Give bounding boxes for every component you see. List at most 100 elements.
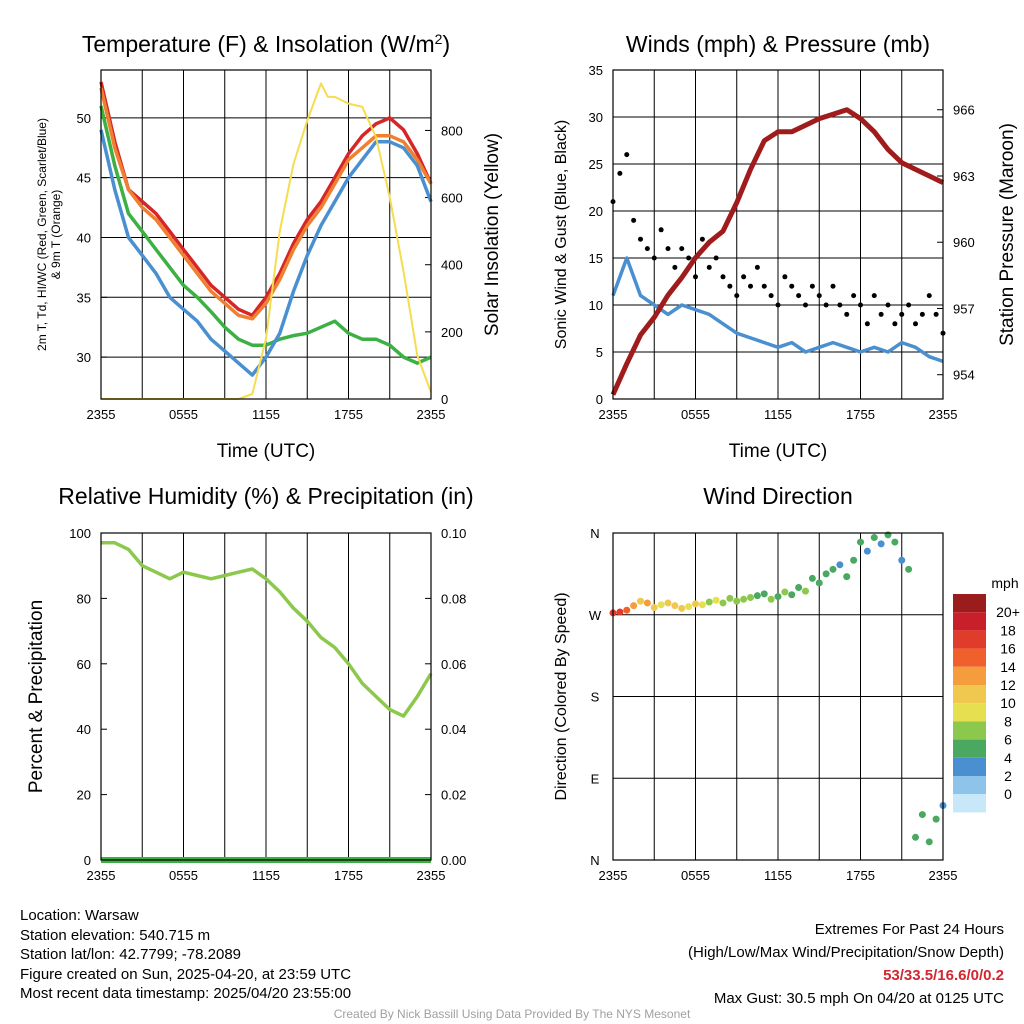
gust-point xyxy=(851,293,857,299)
gust-point xyxy=(858,302,863,308)
direction-point xyxy=(912,833,919,841)
y-tick-label: 100 xyxy=(69,526,91,541)
gust-point xyxy=(727,283,733,289)
chart-title: Winds (mph) & Pressure (mb) xyxy=(626,31,930,57)
y2-axis-label: Station Pressure (Maroon) xyxy=(997,123,1018,346)
legend-label: 2 xyxy=(1004,768,1012,784)
direction-point xyxy=(815,579,823,587)
gust-point xyxy=(899,311,905,317)
x-tick-label: 2355 xyxy=(929,407,958,422)
direction-point xyxy=(705,598,713,606)
direction-point xyxy=(637,597,644,605)
series-line-rh xyxy=(101,541,433,718)
y-axis-label: Percent & Precipitation xyxy=(26,600,47,793)
legend-label: 0 xyxy=(1004,786,1012,802)
y2-tick-label: 963 xyxy=(953,169,975,184)
direction-point xyxy=(774,593,782,601)
direction-point xyxy=(870,534,878,542)
speed-legend: mph 20+ 18 16 14 12 10 8 6 4 2 0 xyxy=(953,575,1020,813)
y-tick-label: 25 xyxy=(589,157,603,172)
direction-point xyxy=(863,547,871,555)
y-tick-label: N xyxy=(590,853,599,868)
gust-point xyxy=(933,311,939,317)
location-text: Location: Warsaw xyxy=(20,907,139,924)
legend-swatch xyxy=(953,739,986,758)
y-tick-label: 35 xyxy=(589,63,603,78)
direction-point xyxy=(664,599,672,607)
extremes-subtitle: (High/Low/Max Wind/Precipitation/Snow De… xyxy=(688,944,1004,961)
y-tick-label: S xyxy=(591,690,600,705)
gust-point xyxy=(809,283,815,289)
gust-point xyxy=(864,321,870,327)
gust-point xyxy=(699,236,705,242)
gust-point xyxy=(823,302,829,308)
gust-point xyxy=(816,293,822,299)
direction-point xyxy=(623,606,631,614)
legend-label: 14 xyxy=(1000,659,1016,675)
legend-label: 4 xyxy=(1004,750,1012,766)
y-tick-label: 60 xyxy=(77,657,91,672)
gust-point xyxy=(638,236,643,242)
gust-point xyxy=(624,152,630,158)
y2-tick-label: 200 xyxy=(441,325,463,340)
y-tick-label: 15 xyxy=(589,251,603,266)
gust-point xyxy=(658,227,664,233)
gust-point xyxy=(734,293,740,299)
x-tick-label: 2355 xyxy=(929,868,958,883)
y2-tick-label: 960 xyxy=(953,235,975,250)
series-line-td xyxy=(99,105,432,365)
y2-tick-label: 0.02 xyxy=(441,788,466,803)
legend-label: 20+ xyxy=(996,604,1020,620)
y-tick-label: W xyxy=(589,608,602,623)
plot-frame xyxy=(100,69,432,400)
direction-point xyxy=(650,603,658,611)
x-tick-label: 2355 xyxy=(87,407,116,422)
x-axis-label: Time (UTC) xyxy=(729,441,828,462)
direction-point xyxy=(712,596,720,604)
x-tick-label: 1755 xyxy=(846,407,875,422)
panel-wind: 2355 0555 1155 1755 235505101520253035954957… xyxy=(553,31,1018,462)
gust-point xyxy=(686,255,692,261)
direction-point xyxy=(643,599,651,607)
gust-point xyxy=(913,321,918,327)
legend-swatch xyxy=(953,648,986,667)
x-tick-label: 1155 xyxy=(252,407,280,422)
direction-point xyxy=(698,601,706,609)
direction-point xyxy=(850,556,858,564)
legend-swatch xyxy=(953,721,986,740)
gust-point xyxy=(919,311,925,317)
chart-title: Wind Direction xyxy=(703,483,853,509)
direction-point xyxy=(932,815,940,823)
x-tick-label: 1155 xyxy=(764,868,792,883)
y-tick-label: 0 xyxy=(84,853,91,868)
y-axis-label: Sonic Wind & Gust (Blue, Black) xyxy=(553,120,570,349)
direction-point xyxy=(692,600,699,608)
extremes-title: Extremes For Past 24 Hours xyxy=(814,921,1004,938)
y-axis-label: 2m T, Td, HI/WC (Red, Green, Scarlet/Blu… xyxy=(35,118,49,351)
y-tick-label: 40 xyxy=(77,722,91,737)
y2-tick-label: 966 xyxy=(953,103,975,118)
gust-point xyxy=(679,246,685,252)
latlon-text: Station lat/lon: 42.7799; -78.2089 xyxy=(20,946,242,963)
y2-tick-label: 0.06 xyxy=(441,657,466,672)
y2-axis-label: Solar Insolation (Yellow) xyxy=(482,133,503,336)
gust-point xyxy=(885,302,891,308)
x-tick-label: 2355 xyxy=(87,868,116,883)
gust-point xyxy=(644,246,650,252)
gust-point xyxy=(713,255,719,261)
y-tick-label: 20 xyxy=(77,788,91,803)
y-tick-label: 10 xyxy=(589,298,603,313)
direction-point xyxy=(740,595,748,603)
legend-label: 18 xyxy=(1000,622,1016,638)
y2-tick-label: 954 xyxy=(953,368,975,383)
series-line-sonic-wind xyxy=(611,256,944,364)
legend-swatch xyxy=(953,630,986,649)
direction-point xyxy=(726,594,734,602)
y-tick-label: N xyxy=(590,526,599,541)
direction-point xyxy=(808,574,816,582)
direction-point xyxy=(747,593,754,601)
gust-point xyxy=(720,274,726,280)
direction-point xyxy=(829,565,837,573)
plot-frame xyxy=(612,532,944,861)
